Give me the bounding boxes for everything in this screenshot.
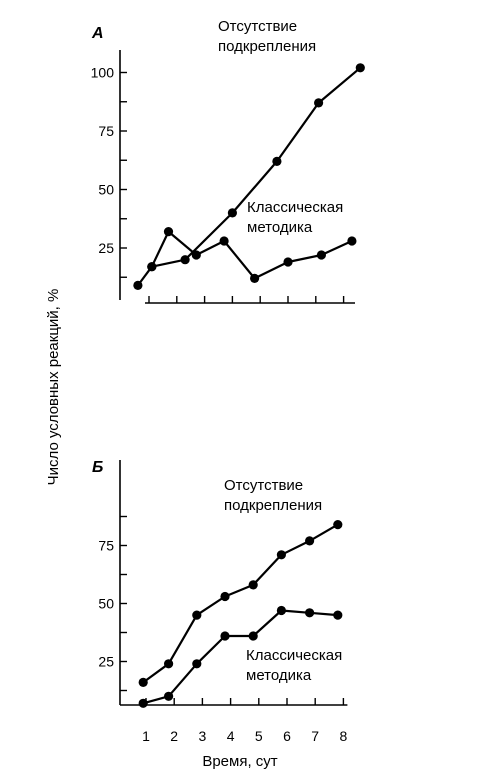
panel-a: A 25 50 75 100 Отсутствие подкрепления Классиче… (91, 18, 365, 304)
panel-b-y-tick-label: 25 (98, 654, 114, 670)
panel-a-series-2-point (163, 227, 174, 237)
panel-b-x-tick-label: 4 (227, 728, 235, 744)
panel-a-series-1-point (355, 63, 365, 73)
panel-b-series-2-point (333, 610, 343, 620)
panel-a-series-2-point (219, 236, 229, 246)
panel-a-series-2-line (150, 230, 353, 280)
panel-b-series-1-point (138, 677, 148, 688)
panel-a-y-tick-label: 75 (98, 123, 114, 139)
panel-a-series-1-point (272, 156, 282, 166)
panel-b-series-2-line (142, 609, 338, 705)
panel-b-x-tick-label: 3 (199, 728, 207, 744)
panel-a-y-tick-label: 25 (98, 240, 114, 256)
x-axis-title: Время, сут (202, 753, 277, 770)
panel-b-series-1-point (333, 520, 343, 530)
panel-b-x-tick-label: 5 (255, 728, 263, 744)
panel-b-series-2-point (276, 605, 286, 616)
panel-b-series-2-point (164, 691, 174, 701)
panel-b-letter: Б (92, 459, 103, 476)
panel-b-series-1-label: подкрепления (224, 497, 322, 514)
panel-b-x-tick-label: 8 (340, 728, 348, 744)
panel-a-series-2-point (250, 273, 260, 283)
panel-b: Б 25 50 75 1 2 3 4 5 6 7 8 Отсутствие подкрепления Кла… (92, 459, 348, 744)
panel-a-series-1-point (133, 280, 143, 290)
panel-a-series-1-point (314, 98, 324, 108)
panel-a-y-tick-label: 50 (98, 182, 114, 198)
panel-a-series-1-point (227, 208, 237, 218)
panel-b-series-2-point (220, 631, 230, 641)
panel-a-series-2-point (316, 250, 326, 260)
panel-a-y-tick-label: 100 (91, 65, 115, 81)
panel-b-series-1-line (142, 523, 339, 684)
panel-a-series-2-point (147, 262, 157, 272)
panel-a-series-2-point (191, 250, 201, 260)
panel-a-series-2-label: Классическая (247, 199, 343, 216)
panel-a-letter: A (91, 25, 104, 42)
panel-b-x-tick-label: 6 (283, 728, 291, 744)
panel-b-series-1-point (305, 536, 315, 546)
panel-b-y-tick-label: 50 (98, 596, 114, 612)
panel-b-series-1-point (220, 591, 230, 602)
panel-a-series-2-point (347, 236, 357, 246)
panel-b-x-tick-label: 7 (311, 728, 319, 744)
panel-b-y-tick-label: 75 (98, 538, 114, 554)
panel-b-series-1-point (276, 550, 286, 560)
panel-b-series-1-label: Отсутствие (224, 477, 303, 494)
panel-b-x-tick-label: 1 (142, 728, 150, 744)
panel-b-series-2-point (305, 608, 315, 618)
panel-a-series-2-label: методика (247, 219, 313, 236)
y-axis-title: Число условных реакций, % (45, 289, 62, 486)
panel-b-series-1-point (192, 610, 202, 620)
panel-b-series-2-point (248, 631, 258, 641)
panel-a-series-1-label: Отсутствие (218, 18, 297, 35)
panel-b-series-1-point (164, 659, 174, 669)
panel-b-series-2-point (192, 659, 202, 669)
panel-b-x-tick-label: 2 (170, 728, 178, 744)
panel-a-series-1-point (180, 255, 190, 265)
panel-b-series-2-label: Классическая (246, 647, 342, 664)
panel-b-series-2-label: методика (246, 667, 312, 684)
panel-a-series-2-point (283, 257, 293, 267)
panel-b-series-1-point (248, 580, 258, 590)
panel-b-series-2-point (138, 698, 148, 708)
panel-a-series-1-label: подкрепления (218, 38, 316, 55)
